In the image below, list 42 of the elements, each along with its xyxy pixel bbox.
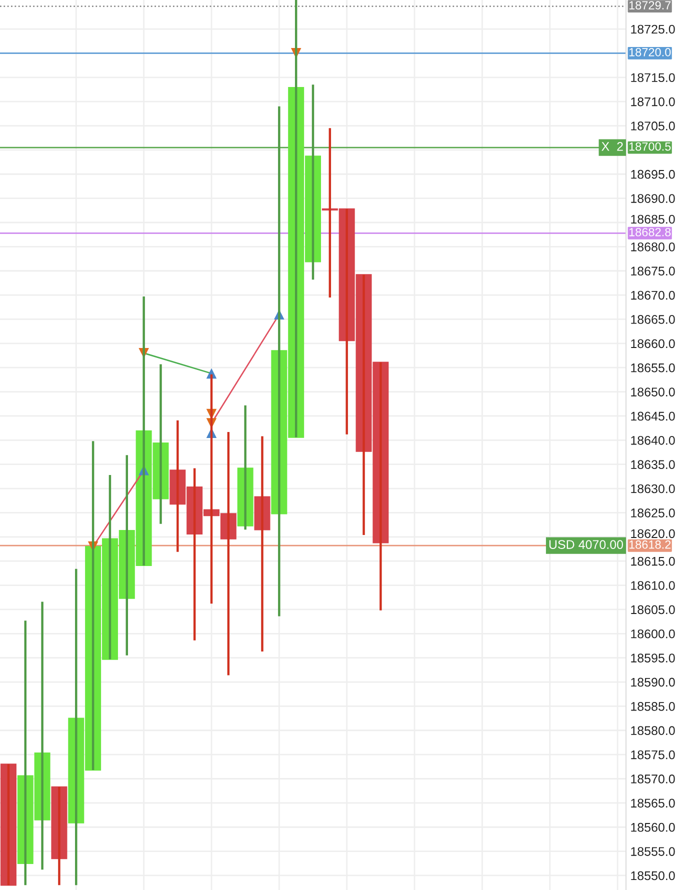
y-tick-label: 18635.0 — [631, 460, 675, 469]
y-tick-label: 18715.0 — [631, 73, 675, 82]
y-tick-label: 18630.0 — [631, 484, 675, 494]
y-tick-label: 18605.0 — [631, 605, 675, 614]
ref-line-label: 18618.2 — [629, 540, 671, 549]
ref-line-label: 18700.5 — [629, 142, 671, 151]
y-tick-label: 18690.0 — [631, 194, 675, 203]
y-tick-label: 18570.0 — [631, 774, 675, 784]
y-tick-label: 18660.0 — [631, 339, 675, 348]
y-tick-label: 18665.0 — [631, 315, 675, 324]
y-tick-label: 18655.0 — [631, 363, 675, 372]
y-tick-label: 18590.0 — [631, 678, 675, 687]
y-tick-label: 18695.0 — [631, 170, 675, 179]
y-tick-label: 18685.0 — [631, 214, 675, 224]
y-tick-label: 18620.0 — [631, 529, 675, 538]
y-tick-label: 18705.0 — [631, 122, 675, 130]
ref-line-label: 18682.8 — [629, 228, 671, 236]
y-tick-label: 18600.0 — [631, 629, 675, 638]
y-tick-label: 18710.0 — [631, 97, 675, 106]
y-tick-label: 18580.0 — [631, 726, 675, 736]
y-tick-label: 18725.0 — [631, 24, 675, 34]
candlestick — [0, 763, 16, 886]
y-tick-label: 18560.0 — [631, 822, 675, 832]
y-tick-label: 18585.0 — [631, 702, 675, 711]
y-tick-label: 18645.0 — [631, 412, 675, 421]
ref-line-label: 18729.7 — [629, 1, 671, 10]
y-tick-label: 18670.0 — [631, 290, 675, 300]
y-tick-label: 18680.0 — [631, 242, 675, 252]
y-tick-label: 18565.0 — [631, 798, 675, 808]
annotation: USD 4070.00 — [549, 540, 624, 549]
annotation: X 2 — [602, 142, 623, 151]
ref-line-label: 18720.0 — [629, 48, 671, 56]
y-tick-label: 18550.0 — [631, 871, 675, 880]
y-tick-label: 18640.0 — [631, 436, 675, 445]
y-tick-label: 18650.0 — [631, 388, 675, 396]
y-tick-label: 18555.0 — [631, 847, 675, 856]
y-tick-label: 18610.0 — [631, 581, 675, 590]
y-tick-label: 18575.0 — [631, 750, 675, 760]
y-tick-label: 18675.0 — [631, 266, 675, 276]
y-tick-label: 18595.0 — [631, 654, 675, 662]
y-tick-label: 18625.0 — [631, 508, 675, 518]
y-tick-label: 18615.0 — [631, 556, 675, 566]
